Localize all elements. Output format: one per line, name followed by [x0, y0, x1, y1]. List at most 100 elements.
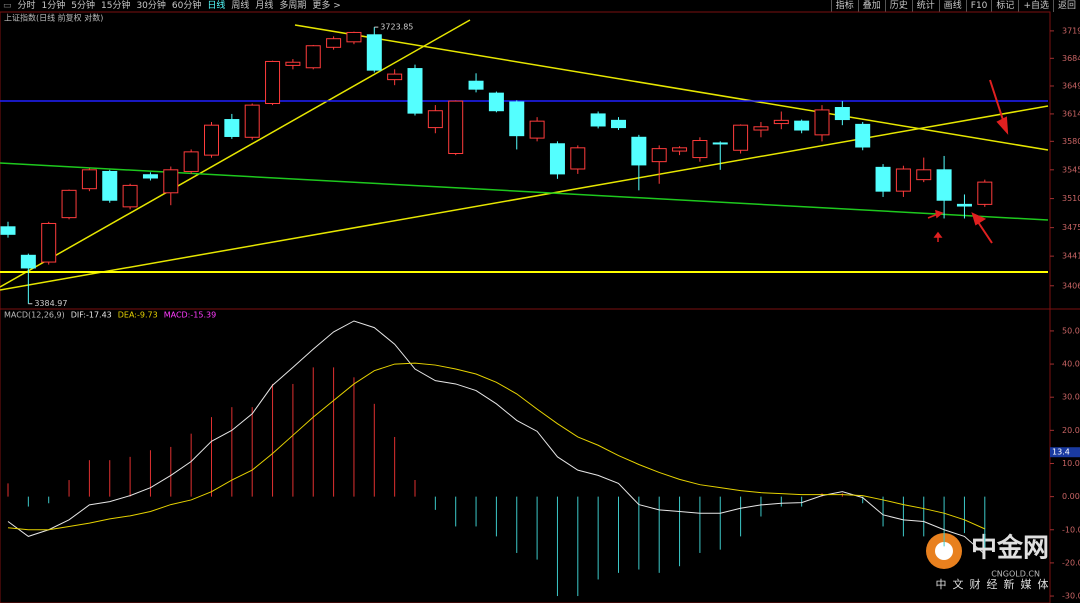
candle-body — [712, 142, 728, 145]
candle-body — [916, 169, 932, 181]
toolbar-button[interactable]: 15分钟 — [101, 1, 131, 11]
candle-body — [773, 119, 789, 125]
toolbar-button[interactable]: 历史 — [884, 0, 912, 12]
toolbar-button[interactable]: 60分钟 — [171, 1, 202, 11]
toolbar-button[interactable]: 多周期 — [279, 1, 307, 11]
candle-body — [468, 80, 484, 90]
candle-body — [977, 181, 993, 205]
y-tick-label: -30.00 — [1062, 592, 1080, 601]
chart-title: 上证指数(日线 前复权 对数) — [4, 13, 103, 23]
toolbar-button[interactable]: 分时 — [17, 1, 36, 11]
toolbar-button[interactable]: 画线 — [938, 0, 966, 12]
candle-body — [529, 120, 545, 139]
y-tick-label: 20.00 — [1062, 426, 1080, 435]
line-series — [7, 362, 986, 531]
candle-body — [346, 31, 362, 43]
y-tick-label: 40.00 — [1062, 360, 1080, 369]
candle-body — [427, 110, 443, 129]
candle-body — [81, 169, 97, 190]
trend-line — [0, 19, 471, 288]
candle-body — [651, 148, 667, 163]
y-tick-label: 3580 — [1062, 137, 1080, 146]
candle-body — [692, 140, 708, 159]
legend-label: DEA:-9.73 — [118, 311, 158, 320]
candle-body — [611, 119, 626, 129]
toolbar-button[interactable]: 日线 — [207, 1, 226, 11]
toolbar-button[interactable]: F10 — [965, 0, 992, 12]
site: CNGOLD.CN — [991, 570, 1040, 579]
toolbar-button[interactable]: 周线 — [231, 1, 250, 11]
trend-line — [294, 24, 1049, 151]
candle-body — [0, 226, 16, 235]
trend-line — [0, 105, 1049, 291]
candle-body — [733, 124, 749, 151]
arrow — [927, 209, 944, 219]
candle-body — [61, 189, 77, 219]
toolbar-button[interactable]: 指标 — [830, 0, 858, 12]
brand: 中金网 — [971, 533, 1049, 564]
candle-body — [122, 184, 138, 208]
candle-body — [20, 254, 36, 269]
y-tick-label: 3441 — [1062, 252, 1080, 261]
arrow — [933, 231, 943, 242]
arrow — [989, 79, 1009, 135]
candle-body — [224, 119, 240, 137]
toolbar: ▭ 分时 1分钟 5分钟 15分钟 30分钟 60分钟 日线 周线 月线 多周期 更多 > 指标 叠加历… — [0, 0, 1080, 12]
toolbar-button[interactable]: 统计 — [911, 0, 939, 12]
y-tick-label: 3684 — [1062, 54, 1080, 63]
y-tick-label: -10.00 — [1062, 525, 1080, 534]
y-tick-label: 30.00 — [1062, 393, 1080, 402]
watermark: 中金网 CNGOLD.CN 中文财经新媒体 — [926, 533, 1055, 591]
toolbar-button[interactable]: 更多 > — [312, 1, 341, 11]
toolbar-button[interactable]: 1分钟 — [41, 1, 66, 11]
candle-body — [407, 68, 423, 114]
candle-body — [204, 124, 219, 156]
slogan: 中文财经新媒体 — [936, 577, 1055, 591]
logo — [935, 542, 953, 560]
low-label: 3384.97 — [34, 299, 67, 308]
candle-body — [244, 104, 260, 138]
candle-body — [285, 61, 301, 66]
y-tick-label: 3719 — [1062, 26, 1080, 35]
toolbar-button[interactable]: 月线 — [255, 1, 274, 11]
candle-body — [163, 169, 179, 194]
toolbar-button[interactable]: 叠加 — [857, 0, 885, 12]
candle-body — [448, 100, 464, 155]
candle-body — [387, 73, 403, 81]
cursor-label: 13.4 — [1052, 448, 1070, 457]
candle-body — [549, 143, 565, 175]
line-series — [7, 320, 986, 555]
candle-body — [366, 34, 382, 71]
candle-body — [509, 101, 525, 137]
y-tick-label: 0.00 — [1062, 492, 1080, 501]
candle-body — [794, 120, 810, 131]
candle-body — [326, 38, 342, 48]
arrow — [971, 212, 993, 244]
toolbar-button[interactable]: 5分钟 — [71, 1, 95, 11]
candle-body — [488, 92, 504, 112]
candle-body — [875, 166, 891, 192]
toolbar-button[interactable]: 标记 — [991, 0, 1018, 12]
trend-line — [0, 162, 1049, 221]
y-tick-label: 3545 — [1062, 165, 1080, 174]
toolbar-button[interactable]: 返回 — [1052, 0, 1080, 12]
legend-label: MACD(12,26,9) — [4, 311, 65, 320]
y-tick-label: 50.00 — [1062, 326, 1080, 335]
candle-body — [631, 136, 647, 166]
y-tick-label: 3614 — [1062, 109, 1080, 118]
candle-body — [753, 126, 769, 131]
candle-body — [936, 169, 952, 201]
y-tick-label: 3510 — [1062, 194, 1080, 203]
candle-body — [814, 109, 830, 136]
candle-body — [305, 45, 321, 69]
legend-label: MACD:-15.39 — [164, 311, 216, 320]
legend-label: DIF:-17.43 — [71, 311, 112, 320]
candle-body — [41, 222, 57, 263]
panel-frame — [0, 11, 1051, 603]
candle-body — [183, 151, 199, 172]
toolbar-button[interactable]: 30分钟 — [136, 1, 166, 11]
toolbar-button[interactable]: +自选 — [1018, 0, 1053, 12]
candle-body — [895, 168, 911, 192]
toolbar-icon[interactable]: ▭ — [3, 1, 12, 11]
